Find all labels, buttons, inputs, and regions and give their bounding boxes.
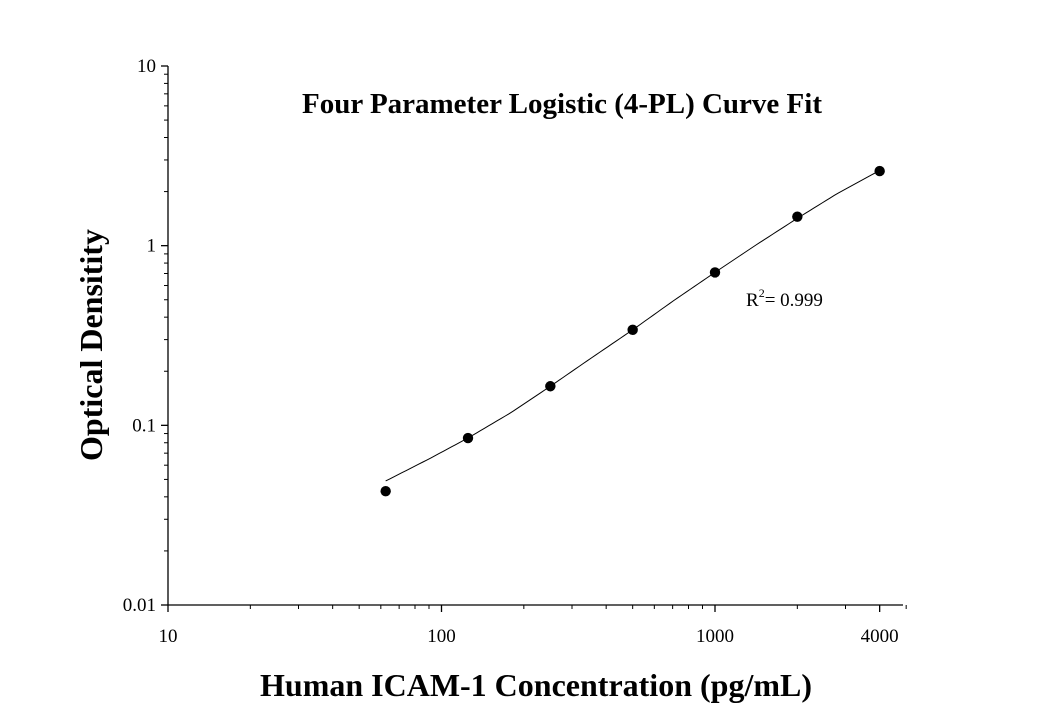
data-points	[380, 165, 885, 497]
x-tick-label: 1000	[696, 626, 734, 647]
data-point	[709, 267, 721, 278]
data-point	[545, 381, 556, 392]
y-tick-label: 0.01	[123, 595, 156, 616]
tick-labels: 0.01 0.1 1 10 10 100 1000 4000	[123, 56, 899, 647]
y-axis-label: Optical Densitity	[73, 229, 109, 461]
data-point	[627, 324, 638, 336]
y-tick-label: 10	[137, 56, 156, 77]
r-squared-prefix: R	[746, 290, 759, 311]
axes	[167, 66, 903, 606]
chart-title: Four Parameter Logistic (4-PL) Curve Fit	[302, 88, 822, 120]
y-tick-label: 0.1	[132, 415, 156, 436]
data-point	[792, 211, 803, 222]
data-point	[462, 432, 474, 444]
x-tick-label: 4000	[861, 626, 899, 647]
r-squared-value: = 0.999	[765, 290, 823, 311]
x-tick-label: 10	[159, 626, 178, 647]
x-tick-label: 100	[427, 626, 456, 647]
y-tick-label: 1	[147, 236, 157, 257]
data-point	[874, 165, 885, 177]
x-axis-label: Human ICAM-1 Concentration (pg/mL)	[260, 667, 812, 703]
ticks	[161, 65, 907, 612]
r-squared-superscript: 2	[759, 286, 765, 300]
data-point	[380, 485, 391, 497]
r-squared-annotation: R2= 0.999	[746, 286, 823, 311]
